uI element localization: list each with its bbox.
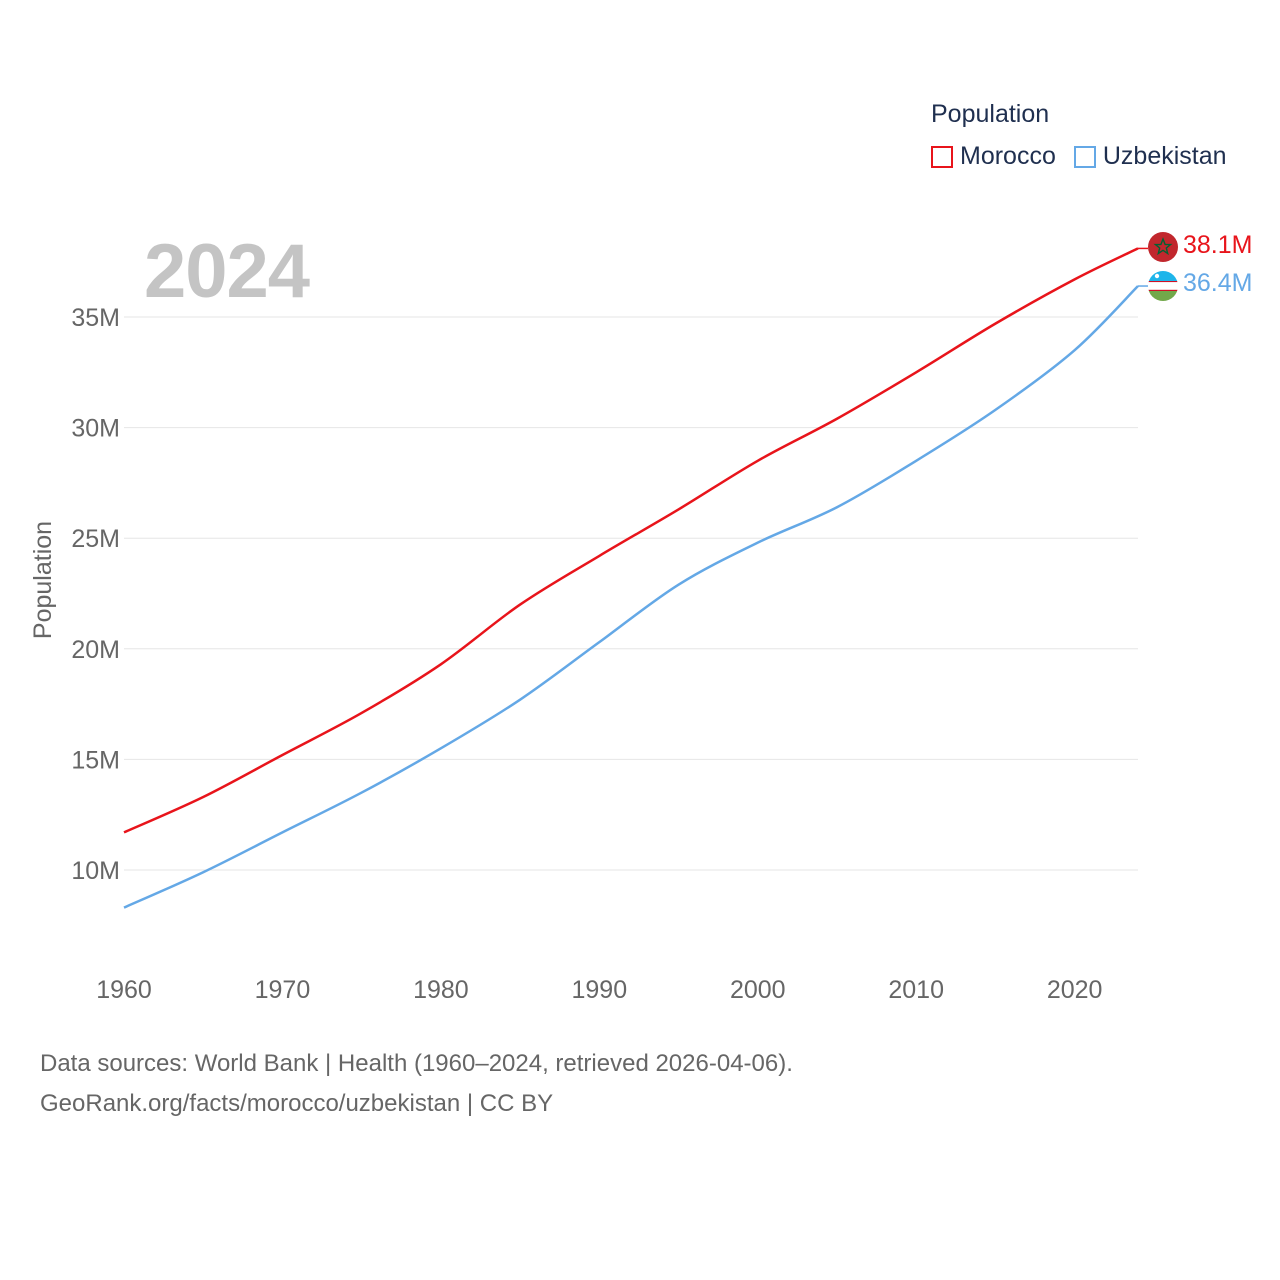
footer: Data sources: World Bank | Health (1960–… bbox=[40, 1044, 793, 1124]
x-tick-label: 2010 bbox=[888, 976, 944, 1004]
morocco-flag-icon bbox=[1148, 232, 1178, 262]
morocco-end-label: 38.1M bbox=[1183, 231, 1253, 259]
year-label: 2024 bbox=[144, 229, 310, 314]
uzbekistan-end-label: 36.4M bbox=[1183, 269, 1253, 297]
x-tick-label: 1990 bbox=[572, 976, 628, 1004]
legend-swatch-uzbekistan bbox=[1073, 145, 1096, 168]
legend-label-morocco: Morocco bbox=[960, 142, 1056, 170]
footer-sources: Data sources: World Bank | Health (1960–… bbox=[40, 1050, 793, 1077]
series-line-uzbekistan[interactable] bbox=[123, 285, 1139, 909]
footer-attribution[interactable]: GeoRank.org/facts/morocco/uzbekistan | C… bbox=[40, 1090, 554, 1117]
gridlines bbox=[124, 316, 1138, 871]
legend-item-uzbekistan[interactable]: Uzbekistan bbox=[1073, 142, 1227, 171]
y-tick-label: 15M bbox=[71, 746, 120, 774]
legend-label-uzbekistan: Uzbekistan bbox=[1102, 142, 1227, 170]
y-axis-label: Population bbox=[29, 521, 57, 639]
y-tick-label: 10M bbox=[71, 857, 120, 885]
uzbekistan-flag-icon bbox=[1148, 271, 1178, 301]
legend-swatch-morocco bbox=[931, 145, 953, 168]
x-axis-ticks: 1960 1970 1980 1990 2000 2010 2020 bbox=[96, 976, 1102, 1004]
y-axis-ticks: 10M 15M 20M 25M 30M 35M bbox=[71, 304, 120, 885]
series-lines bbox=[123, 247, 1148, 909]
y-tick-label: 35M bbox=[71, 304, 120, 332]
x-tick-label: 2000 bbox=[730, 976, 786, 1004]
x-tick-label: 1980 bbox=[413, 976, 469, 1004]
y-tick-label: 20M bbox=[71, 636, 120, 664]
y-tick-label: 25M bbox=[71, 525, 120, 553]
legend: Morocco Uzbekistan bbox=[931, 142, 1245, 171]
x-tick-label: 1970 bbox=[255, 976, 311, 1004]
x-tick-label: 2020 bbox=[1047, 976, 1103, 1004]
legend-title: Population bbox=[931, 100, 1050, 128]
legend-item-morocco[interactable]: Morocco bbox=[931, 142, 1056, 171]
x-tick-label: 1960 bbox=[96, 976, 152, 1004]
y-tick-label: 30M bbox=[71, 415, 120, 443]
series-line-morocco[interactable] bbox=[123, 247, 1139, 834]
